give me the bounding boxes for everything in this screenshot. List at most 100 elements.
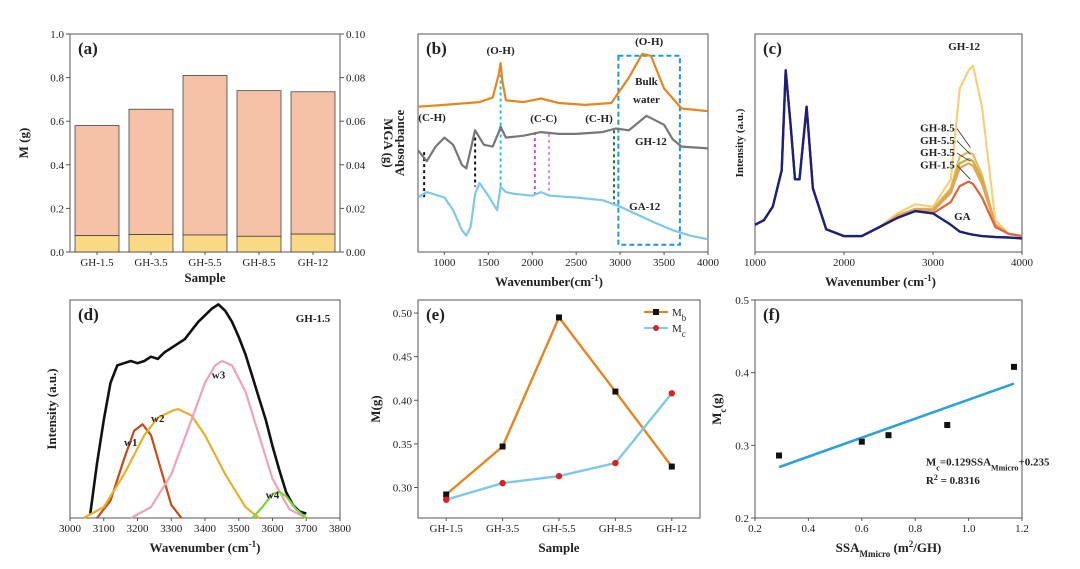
series-line (82, 407, 260, 519)
fit-line (778, 382, 1015, 469)
series-label: GH-1.5 (920, 159, 955, 171)
series-label-gh12: GH-12 (635, 136, 667, 148)
label-leader (956, 152, 971, 162)
series-line-gh-1.5 (754, 69, 1023, 238)
y-axis-label: Intensity (a.u.) (44, 368, 59, 449)
y2-tick-label: 0.06 (346, 116, 366, 128)
y2-tick-label: 0.00 (346, 247, 366, 259)
x-tick-label: 0.8 (908, 523, 922, 535)
point-mb (556, 314, 562, 321)
series-line-gh-5.5 (754, 69, 1023, 238)
annotation-oh: (O-H) (487, 45, 515, 57)
x-tick-label: 3700 (295, 523, 318, 535)
x-tick-label: 3400 (194, 523, 217, 535)
point-mc (443, 496, 450, 503)
y-axis-label: Absorbance (392, 110, 407, 177)
panel-d-frame (69, 299, 341, 519)
y-axis-label: Intensity (a.u.) (734, 108, 746, 177)
peak-label: w1 (124, 437, 137, 449)
series-line (89, 303, 307, 515)
scatter-point (1010, 363, 1017, 370)
y-axis-label: M(g) (368, 395, 383, 422)
panel-label-b: (b) (426, 39, 447, 58)
bar-total (74, 125, 120, 237)
y2-tick-label: 0.02 (346, 203, 365, 215)
series-label: GA (954, 211, 971, 223)
x-tick-label: 3000 (59, 523, 82, 535)
peak-label: w4 (266, 489, 280, 501)
x-tick-label: 2000 (521, 257, 544, 269)
x-axis-label: Sample (184, 270, 225, 285)
scatter-point (776, 452, 783, 459)
x-tick-label: 3300 (160, 523, 183, 535)
label-leader (956, 140, 971, 155)
y-tick-label: 0.40 (393, 395, 413, 407)
x-axis-label: Wavenumber (cm-1) (150, 539, 261, 555)
legend-label-mc: Mc (672, 323, 686, 339)
scatter-point (885, 432, 892, 439)
panel-label-d: (d) (78, 305, 99, 324)
annotation-cc: (C-C) (530, 113, 557, 125)
peak-label: w2 (151, 413, 165, 425)
x-tick-label: 3600 (262, 523, 285, 535)
x-axis-label: SSAMmicro (m2/GH) (836, 539, 942, 559)
y-tick-label: 0.4 (735, 368, 749, 380)
y-tick-label: 0.30 (393, 482, 413, 494)
series-line (96, 423, 183, 519)
fit-equation: Mc=0.129SSAMmicro+0.235 (926, 457, 1050, 473)
y-tick-label: 0.2 (50, 203, 64, 215)
bar-total (182, 75, 228, 236)
fit-r2: R2 = 0.8316 (926, 472, 980, 487)
chart-title: GH-1.5 (296, 313, 331, 325)
x-tick-label: 3500 (228, 523, 251, 535)
legend-marker-mc (653, 325, 659, 331)
x-tick-label: GH-8.5 (242, 257, 276, 269)
panel-b-frame (417, 33, 709, 253)
x-tick-label: 3100 (93, 523, 116, 535)
panel-label-f: (f) (763, 305, 780, 324)
panel-label-e: (e) (426, 305, 445, 324)
y-tick-label: 0.5 (735, 295, 749, 307)
series-line-gh-12 (754, 64, 1023, 238)
x-tick-label: GH-3.5 (134, 257, 168, 269)
series-label: GH-3.5 (920, 147, 955, 159)
y-tick-label: 0.0 (50, 247, 64, 259)
legend-marker-mb (653, 309, 659, 315)
x-tick-label: 1500 (477, 257, 500, 269)
series-line (417, 114, 709, 170)
x-tick-label: 0.4 (802, 523, 816, 535)
x-tick-label: 3000 (922, 257, 945, 269)
y2-tick-label: 0.04 (346, 160, 366, 172)
x-tick-label: GH-5.5 (188, 257, 222, 269)
y-tick-label: 0.2 (735, 513, 749, 525)
point-mb (612, 388, 619, 395)
x-tick-label: 0.2 (748, 523, 762, 535)
point-mc (555, 472, 563, 480)
series-line-gh-3.5 (754, 69, 1023, 238)
annotation-ch-2: (C-H) (585, 113, 613, 125)
x-tick-label: 3500 (653, 257, 676, 269)
y2-tick-label: 0.10 (346, 29, 366, 41)
annotation-water: water (633, 94, 660, 106)
label-leader (956, 128, 971, 148)
series-line (417, 52, 709, 113)
bar-lower (290, 233, 336, 253)
x-tick-label: GH-3.5 (486, 523, 520, 535)
x-tick-label: GH-1.5 (430, 523, 464, 535)
point-mb (443, 491, 450, 498)
bar-lower (128, 234, 174, 253)
annotation-oh-2: (O-H) (635, 36, 663, 48)
y-tick-label: 0.4 (50, 160, 64, 172)
panel-label-c: (c) (763, 39, 782, 58)
series-line (417, 181, 709, 241)
x-tick-label: 1.0 (962, 523, 976, 535)
point-mc (612, 459, 619, 467)
x-tick-label: 1000 (433, 257, 456, 269)
x-tick-label: 1.2 (1015, 523, 1029, 535)
series-line-mb (445, 315, 673, 496)
panel-label-a: (a) (78, 39, 98, 58)
scatter-point (858, 438, 865, 445)
point-mc (668, 390, 675, 397)
series-label: GH-8.5 (920, 123, 955, 135)
